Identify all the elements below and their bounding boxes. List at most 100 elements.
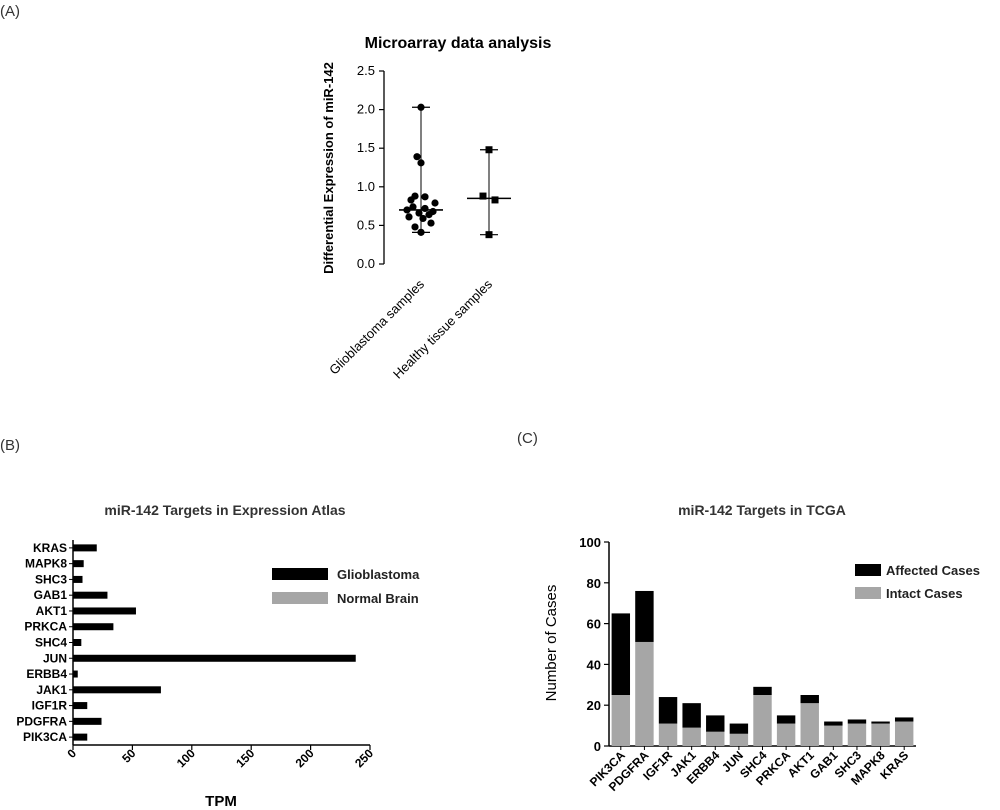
chart-c-legend-label: Affected Cases [886, 563, 980, 578]
chart-b-bar [73, 733, 88, 741]
chart-a-point [485, 146, 493, 154]
chart-c-bar-segment [658, 697, 678, 724]
chart-c-y-tick-label: 0 [594, 739, 601, 754]
chart-c-bar-segment [776, 723, 796, 746]
chart-c-y-tick-label: 80 [587, 576, 601, 591]
chart-a-point [421, 193, 429, 201]
chart-c-bar-segment [729, 733, 749, 746]
chart-c-bar-segment [658, 723, 678, 746]
chart-a-y-tick-label: 0.0 [357, 256, 375, 271]
chart-c-bar-segment [753, 695, 772, 746]
chart-b-bar [73, 654, 356, 662]
chart-a-ylabel: Differential Expression of miR-142 [321, 62, 336, 274]
chart-c-bar-segment [847, 719, 867, 724]
chart-a-point [421, 204, 429, 213]
chart-a-point [491, 196, 499, 204]
chart-a-point [413, 153, 421, 161]
chart-b-xlabel: TPM [205, 793, 237, 810]
chart-b-bar [73, 702, 88, 710]
chart-c-bar-segment [706, 715, 725, 732]
chart-a-point [407, 196, 415, 204]
panel-label-c: (C) [517, 430, 538, 447]
chart-c-bar-segment [706, 731, 725, 746]
chart-a-point [411, 223, 419, 231]
panel-label-a: (A) [0, 3, 20, 20]
chart-b-bar [73, 591, 108, 599]
chart-c-x-tick-label: GAB1 [807, 748, 841, 782]
chart-b-title: miR-142 Targets in Expression Atlas [104, 502, 345, 518]
chart-c-bar-segment [776, 715, 796, 724]
chart-b-legend-swatch [272, 592, 328, 604]
chart-b-legend-label: Glioblastoma [337, 567, 420, 582]
chart-b-legend-swatch [272, 568, 328, 580]
chart-b-y-tick-label: JUN [43, 651, 67, 665]
chart-b-bar [73, 575, 83, 583]
chart-b-y-tick-label: AKT1 [36, 604, 68, 618]
chart-a-point [403, 206, 411, 214]
chart-b-bar [73, 717, 102, 725]
chart-a-point [417, 228, 425, 236]
chart-c-bar-segment [871, 723, 890, 746]
chart-a-point [479, 192, 487, 200]
chart-c-y-tick-label: 40 [587, 657, 601, 672]
chart-a-point [427, 219, 435, 227]
chart-c-bar-segment [611, 695, 631, 746]
chart-c-bar-segment [800, 695, 819, 704]
chart-b-legend-label: Normal Brain [337, 591, 419, 606]
chart-c-bar-segment [824, 725, 843, 746]
chart-a-title: Microarray data analysis [365, 35, 552, 52]
chart-c-bar-segment [894, 721, 914, 746]
chart-b-y-tick-label: KRAS [33, 541, 67, 555]
chart-a-point [417, 159, 425, 167]
chart-c-bar-segment [729, 723, 749, 734]
chart-a-point [419, 214, 427, 223]
chart-c-bar-segment [894, 717, 914, 722]
chart-c-bar-segment [635, 641, 654, 746]
chart-b-y-tick-label: PIK3CA [23, 730, 67, 744]
chart-b-bar [73, 544, 97, 552]
chart-c-bar-segment [682, 703, 701, 728]
chart-a-point [485, 231, 493, 239]
chart-b-y-tick-label: SHC3 [35, 572, 67, 586]
chart-c-y-tick-label: 60 [587, 617, 601, 632]
chart-b-y-tick-label: ERBB4 [26, 667, 67, 681]
chart-b-y-tick-label: PDGFRA [16, 714, 67, 728]
chart-a-point [417, 103, 425, 111]
chart-c-bar-segment [611, 613, 631, 695]
chart-a-point [425, 210, 433, 219]
chart-c-legend-swatch [855, 564, 881, 576]
chart-a-y-tick-label: 2.5 [357, 63, 375, 78]
chart-b-bar [73, 560, 84, 568]
chart-c-y-tick-label: 100 [579, 535, 601, 550]
chart-c-ylabel: Number of Cases [543, 585, 560, 702]
chart-c-bar-segment [635, 590, 654, 642]
chart-b-bar [73, 623, 114, 631]
chart-b-y-tick-label: MAPK8 [25, 557, 67, 571]
chart-c-bar-segment [847, 723, 867, 746]
chart-b-y-tick-label: IGF1R [32, 699, 68, 713]
chart-a-y-tick-label: 0.5 [357, 217, 375, 232]
chart-a-point [409, 203, 417, 211]
chart-c-bar-segment [800, 703, 819, 746]
chart-c-y-tick-label: 20 [587, 698, 601, 713]
chart-a-point [405, 213, 413, 221]
chart-c-bar-segment [753, 686, 772, 695]
chart-c-bar-segment [871, 721, 890, 724]
chart-b-y-tick-label: GAB1 [34, 588, 68, 602]
chart-a-point [415, 209, 423, 217]
chart-b-bar [73, 670, 78, 678]
panel-label-b: (B) [0, 437, 20, 454]
chart-c-legend-label: Intact Cases [886, 586, 963, 601]
chart-c-bar-segment [682, 727, 701, 746]
chart-c-bar-segment [824, 721, 843, 726]
chart-b-y-tick-label: SHC4 [35, 636, 67, 650]
chart-a-point [431, 199, 439, 207]
chart-b-bar [73, 639, 82, 646]
chart-b-y-tick-label: PRKCA [24, 620, 67, 634]
chart-a-y-tick-label: 2.0 [357, 102, 375, 117]
chart-a-y-tick-label: 1.0 [357, 179, 375, 194]
chart-c-legend-swatch [855, 587, 881, 599]
